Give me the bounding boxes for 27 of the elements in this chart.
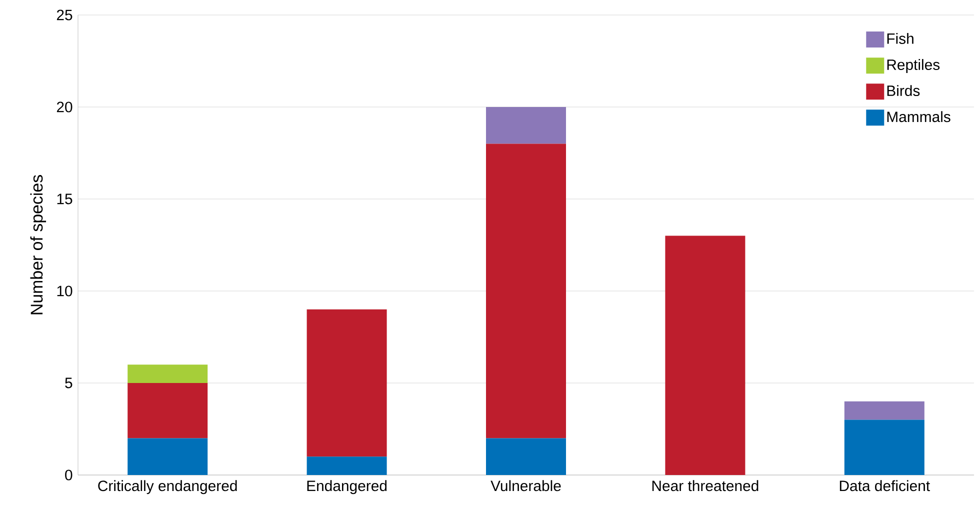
y-tick-label: 5: [65, 378, 72, 388]
x-tick-label: Endangered: [307, 480, 387, 494]
y-axis-title: Number of species: [30, 175, 46, 314]
bar: [306, 456, 387, 475]
legend-label: Mammals: [887, 111, 950, 122]
bar: [844, 420, 924, 475]
bar: [128, 364, 208, 383]
x-tick-label: Vulnerable: [490, 480, 561, 492]
y-tick-label: 0: [65, 470, 72, 480]
bar: [306, 309, 387, 457]
bar: [486, 438, 566, 475]
bar: [128, 438, 208, 475]
bar: [665, 236, 746, 475]
x-tick-label: Critically endangered: [98, 480, 237, 494]
legend-label: Reptiles: [887, 59, 940, 73]
y-tick-label: 10: [57, 286, 72, 296]
x-tick-label: Near threatened: [652, 480, 758, 492]
legend-label: Birds: [887, 85, 920, 96]
y-tick-label: 20: [56, 102, 72, 112]
bar: [844, 401, 924, 420]
bar: [486, 144, 566, 438]
bar: [486, 106, 566, 144]
x-tick-label: Data deficient: [840, 480, 930, 492]
bar: [128, 383, 208, 438]
y-tick-label: 15: [57, 194, 72, 204]
y-tick-label: 25: [56, 10, 72, 20]
legend-label: Fish: [887, 32, 914, 44]
